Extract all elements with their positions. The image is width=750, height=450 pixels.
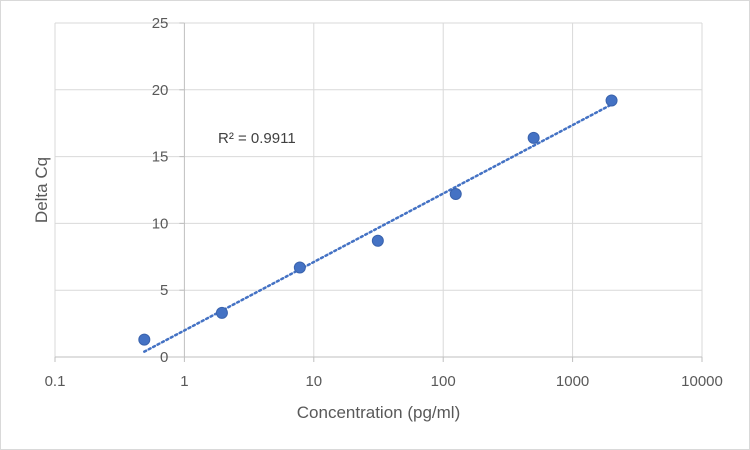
x-axis-title: Concentration (pg/ml)	[297, 403, 460, 422]
trendline-group	[143, 103, 613, 353]
x-tick-label: 10000	[681, 373, 723, 390]
trendline	[143, 103, 613, 353]
x-tick-label: 10	[305, 373, 322, 390]
y-tick-label: 20	[152, 82, 169, 99]
data-point	[138, 333, 151, 346]
data-point	[215, 306, 228, 319]
x-tick-label: 1000	[556, 373, 589, 390]
x-tick-label: 100	[431, 373, 456, 390]
y-tick-label: 25	[152, 15, 169, 32]
tick-labels: 0 5 10 15 20 25 0.1 1 10 100 1000 10000	[45, 15, 723, 390]
data-point	[605, 94, 618, 107]
data-points	[138, 94, 618, 346]
y-tick-label: 0	[160, 349, 168, 366]
axes	[54, 22, 703, 362]
x-tick-label: 1	[180, 373, 188, 390]
data-point	[449, 188, 462, 201]
data-point	[293, 261, 306, 274]
data-point	[371, 234, 384, 247]
y-tick-label: 10	[152, 215, 169, 232]
y-axis-title: Delta Cq	[32, 157, 51, 223]
grid-lines	[54, 22, 703, 357]
y-tick-label: 5	[160, 282, 168, 299]
r-squared-annotation: R² = 0.9911	[218, 130, 296, 147]
x-tick-label: 0.1	[45, 373, 66, 390]
y-tick-label: 15	[152, 149, 169, 166]
data-point	[527, 131, 540, 144]
